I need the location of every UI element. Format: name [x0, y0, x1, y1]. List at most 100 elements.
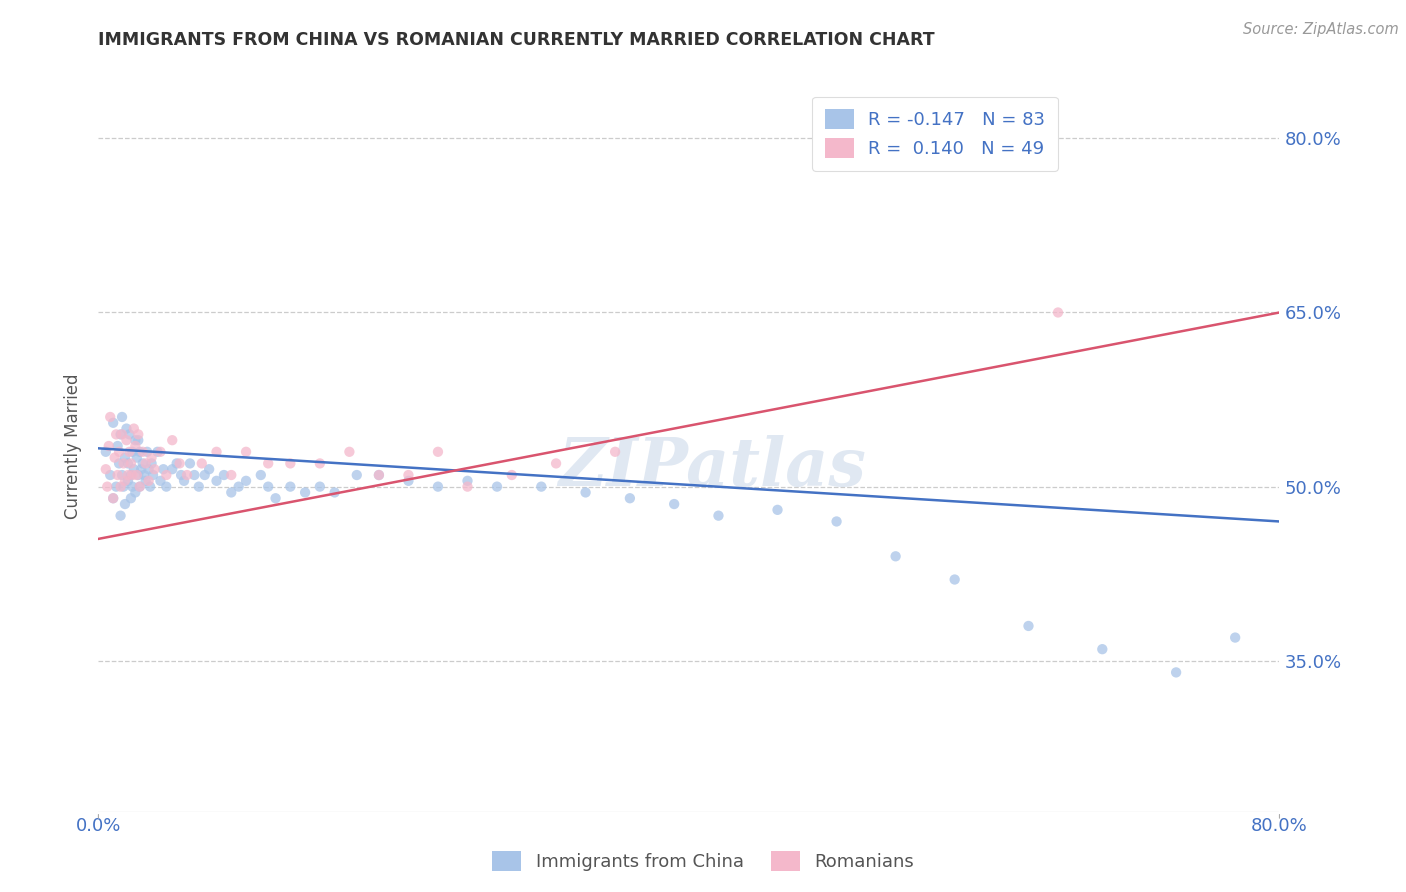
Point: [127, 433, 149, 447]
Point: [135, 457, 157, 471]
Point: [115, 433, 138, 447]
Point: [125, 468, 148, 483]
Point: [136, 445, 159, 459]
Point: [228, 480, 250, 494]
Point: [118, 445, 141, 459]
Point: [194, 468, 217, 483]
Point: [427, 445, 450, 459]
Legend: Immigrants from China, Romanians: Immigrants from China, Romanians: [485, 844, 921, 879]
Point: [664, 497, 686, 511]
Point: [943, 573, 966, 587]
Point: [141, 457, 163, 471]
Point: [169, 457, 191, 471]
Point: [104, 450, 127, 465]
Point: [546, 457, 568, 471]
Point: [278, 480, 302, 494]
Text: ZIPatlas: ZIPatlas: [558, 435, 866, 500]
Legend: R = -0.147   N = 83, R =  0.140   N = 49: R = -0.147 N = 83, R = 0.140 N = 49: [813, 96, 1057, 170]
Point: [152, 462, 174, 476]
Point: [111, 468, 134, 483]
Point: [141, 450, 163, 465]
Point: [309, 480, 332, 494]
Point: [132, 457, 155, 471]
Point: [162, 462, 183, 476]
Point: [294, 485, 316, 500]
Point: [108, 445, 131, 459]
Point: [107, 468, 129, 483]
Point: [198, 462, 221, 476]
Point: [135, 474, 157, 488]
Point: [155, 480, 177, 494]
Point: [120, 491, 142, 506]
Point: [1164, 665, 1187, 680]
Point: [427, 480, 450, 494]
Point: [170, 468, 193, 483]
Point: [128, 480, 150, 494]
Point: [339, 445, 360, 459]
Point: [121, 468, 143, 483]
Point: [121, 445, 143, 459]
Point: [1091, 642, 1114, 657]
Point: [112, 480, 135, 494]
Point: [139, 480, 162, 494]
Point: [103, 491, 125, 506]
Point: [1223, 631, 1246, 645]
Point: [619, 491, 641, 506]
Point: [205, 474, 228, 488]
Point: [118, 427, 141, 442]
Point: [111, 427, 134, 442]
Point: [456, 480, 478, 494]
Point: [112, 457, 135, 471]
Point: [501, 468, 523, 483]
Point: [346, 468, 368, 483]
Point: [117, 474, 139, 488]
Point: [121, 480, 143, 494]
Point: [825, 515, 848, 529]
Point: [766, 503, 789, 517]
Point: [250, 468, 273, 483]
Point: [94, 462, 117, 476]
Point: [146, 445, 169, 459]
Point: [368, 468, 391, 483]
Point: [205, 445, 228, 459]
Point: [114, 474, 136, 488]
Point: [530, 480, 553, 494]
Point: [138, 474, 160, 488]
Point: [1046, 305, 1069, 319]
Point: [103, 416, 125, 430]
Point: [105, 480, 128, 494]
Point: [155, 468, 177, 483]
Point: [1017, 619, 1039, 633]
Point: [278, 457, 302, 471]
Point: [149, 445, 172, 459]
Point: [368, 468, 391, 483]
Point: [98, 409, 121, 424]
Point: [122, 462, 145, 476]
Y-axis label: Currently Married: Currently Married: [65, 373, 83, 519]
Point: [129, 462, 152, 476]
Point: [149, 474, 172, 488]
Point: [97, 439, 120, 453]
Point: [103, 491, 125, 506]
Point: [120, 457, 142, 471]
Point: [120, 468, 142, 483]
Point: [219, 485, 242, 500]
Point: [128, 480, 150, 494]
Point: [110, 508, 132, 523]
Point: [125, 450, 148, 465]
Point: [115, 421, 138, 435]
Point: [162, 433, 183, 447]
Point: [183, 468, 205, 483]
Point: [605, 445, 627, 459]
Point: [219, 468, 242, 483]
Point: [117, 457, 139, 471]
Point: [128, 445, 150, 459]
Point: [138, 462, 160, 476]
Text: IMMIGRANTS FROM CHINA VS ROMANIAN CURRENTLY MARRIED CORRELATION CHART: IMMIGRANTS FROM CHINA VS ROMANIAN CURREN…: [98, 31, 935, 49]
Point: [110, 427, 132, 442]
Point: [257, 480, 280, 494]
Point: [173, 474, 195, 488]
Point: [456, 474, 478, 488]
Point: [132, 445, 155, 459]
Point: [110, 480, 132, 494]
